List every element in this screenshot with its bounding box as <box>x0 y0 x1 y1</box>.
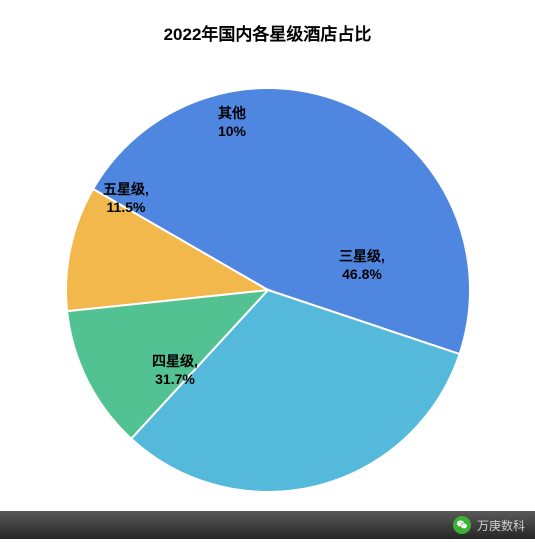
slice-label-三星级: 三星级,46.8% <box>339 247 385 283</box>
pie-svg <box>66 88 470 492</box>
chart-title: 2022年国内各星级酒店占比 <box>0 0 535 45</box>
slice-label-其他: 其他10% <box>218 104 246 140</box>
wechat-icon <box>453 516 471 534</box>
footer-bar: 万庚数科 <box>0 511 535 539</box>
footer-brand-text: 万庚数科 <box>477 517 525 534</box>
slice-label-四星级: 四星级,31.7% <box>152 352 198 388</box>
pie-chart <box>66 88 470 492</box>
slice-label-五星级: 五星级,11.5% <box>103 180 149 216</box>
